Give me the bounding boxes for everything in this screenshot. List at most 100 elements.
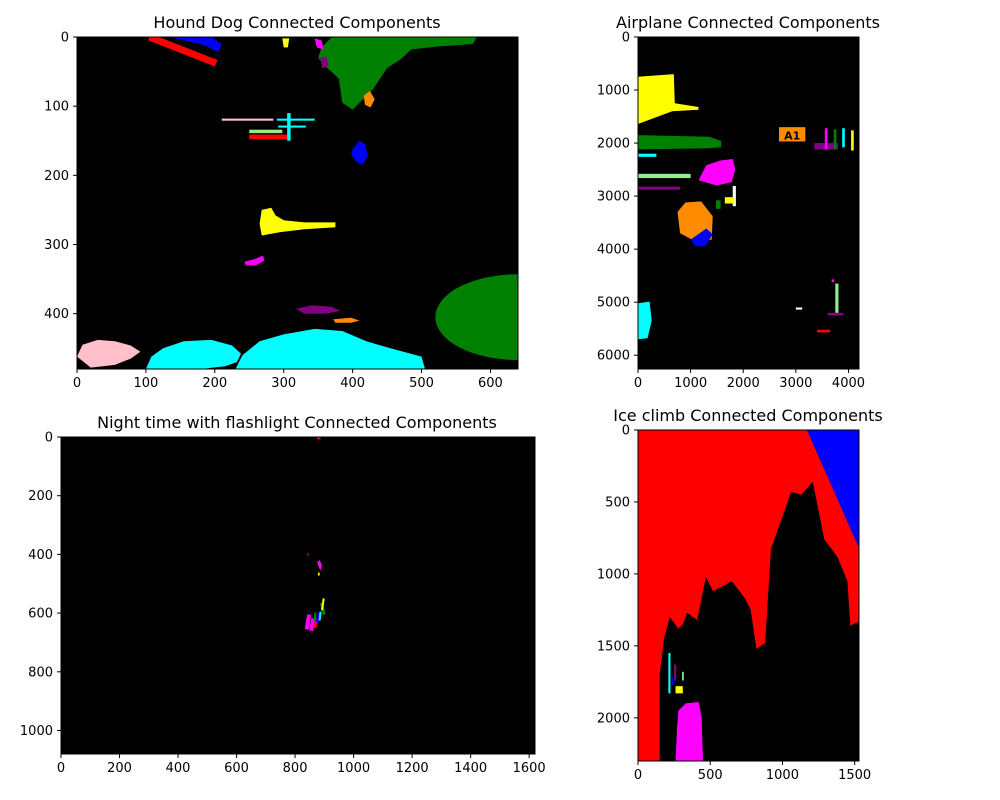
ice-climb-panel: 0 500 1000 1500 0 500 1000 1500 2000 Ice climb Co… bbox=[597, 406, 883, 783]
airplane-component-green bbox=[638, 135, 722, 150]
airplane-component-white bbox=[732, 186, 736, 207]
airplane-y-tick-label: 5000 bbox=[597, 296, 630, 311]
hound-component-yellow bbox=[282, 38, 290, 48]
airplane-components: A1 bbox=[638, 74, 854, 340]
airplane-component-white bbox=[795, 307, 803, 310]
night-x-tick-label: 1200 bbox=[396, 761, 429, 776]
night-component-cyan bbox=[318, 611, 322, 621]
airplane-axes-frame bbox=[637, 36, 860, 370]
ice-y-tick-label: 0 bbox=[622, 424, 630, 439]
airplane-x-tick-label: 2000 bbox=[727, 376, 760, 391]
airplane-y-tick-label: 2000 bbox=[597, 137, 630, 152]
airplane-component-purple bbox=[638, 186, 681, 190]
ice-x-tick-label: 1500 bbox=[838, 768, 871, 783]
ice-y-tick-label: 2000 bbox=[597, 711, 630, 726]
night-component-magenta bbox=[304, 614, 312, 630]
ice-component-lightgreen bbox=[682, 671, 684, 681]
hound-y-tick-label: 200 bbox=[44, 169, 69, 184]
airplane-y-tick-label: 3000 bbox=[597, 190, 630, 205]
night-title: Night time with flashlight Connected Com… bbox=[97, 413, 497, 432]
airplane-plot-area bbox=[638, 37, 859, 369]
night-x-tick-label: 1400 bbox=[454, 761, 487, 776]
airplane-component-orange bbox=[779, 127, 806, 142]
airplane-y-tick-label: 1000 bbox=[597, 84, 630, 99]
airplane-panel: A1 0 1000 2000 3000 4000 0 1000 2000 3000 4000 5000… bbox=[597, 13, 880, 391]
hound-y-tick-label: 0 bbox=[61, 31, 69, 46]
night-component-green bbox=[313, 612, 317, 622]
ice-component-purple bbox=[674, 664, 677, 681]
airplane-component-magenta bbox=[831, 279, 835, 283]
airplane-component-yellow bbox=[638, 74, 699, 124]
hound-component-lightgreen bbox=[249, 129, 283, 134]
ice-component-blue bbox=[671, 677, 674, 685]
airplane-y-tick-label: 4000 bbox=[597, 243, 630, 258]
hound-x-tick-label: 600 bbox=[478, 376, 503, 391]
hound-x-tick-label: 500 bbox=[409, 376, 434, 391]
airplane-x-tick-label: 4000 bbox=[832, 376, 865, 391]
hound-dog-panel: 0 100 200 300 400 500 600 0 100 200 300 400 Hound Do… bbox=[44, 13, 519, 391]
hound-component-cyan bbox=[276, 118, 315, 121]
hound-component-magenta bbox=[314, 38, 324, 50]
airplane-component-magenta bbox=[698, 159, 736, 186]
ice-axes-frame bbox=[637, 429, 860, 762]
hound-y-tick-label: 300 bbox=[44, 238, 69, 253]
night-x-tick-label: 400 bbox=[166, 761, 191, 776]
hound-component-green bbox=[318, 37, 477, 110]
airplane-component-green bbox=[715, 200, 721, 209]
ice-climb-title: Ice climb Connected Components bbox=[613, 406, 882, 425]
hound-component-orange bbox=[333, 317, 360, 323]
night-panel: 0 200 400 600 800 1000 1200 1400 1600 0 200 400 600 8… bbox=[20, 413, 546, 776]
night-y-tick-label: 800 bbox=[28, 665, 53, 680]
ice-components bbox=[638, 430, 859, 761]
night-y-tick-label: 200 bbox=[28, 489, 53, 504]
ice-component-red bbox=[638, 430, 859, 761]
airplane-title: Airplane Connected Components bbox=[616, 13, 880, 32]
hound-component-orange bbox=[363, 91, 375, 108]
ice-component-yellow bbox=[675, 686, 683, 694]
airplane-component-red bbox=[816, 329, 831, 333]
night-y-tick-label: 400 bbox=[28, 548, 53, 563]
hound-component-magenta bbox=[244, 255, 265, 266]
airplane-y-tick-label: 6000 bbox=[597, 349, 630, 364]
airplane-component-green bbox=[833, 129, 837, 150]
hound-x-tick-label: 300 bbox=[271, 376, 296, 391]
airplane-x-tick-label: 1000 bbox=[674, 376, 707, 391]
hound-component-pink bbox=[77, 339, 141, 368]
hound-component-purple bbox=[296, 305, 341, 314]
hound-component-cyan bbox=[145, 339, 241, 369]
night-component-yellow bbox=[321, 598, 325, 611]
night-component-magenta bbox=[317, 560, 322, 571]
ice-x-tick-label: 1000 bbox=[766, 768, 799, 783]
ice-x-tick-label: 0 bbox=[634, 768, 642, 783]
hound-dog-title: Hound Dog Connected Components bbox=[153, 13, 440, 32]
night-component-red bbox=[317, 437, 321, 440]
airplane-component-cyan bbox=[638, 301, 652, 340]
ice-component-magenta bbox=[675, 702, 703, 761]
hound-y-tick-label: 100 bbox=[44, 100, 69, 115]
night-x-tick-label: 200 bbox=[107, 761, 132, 776]
ice-x-tick-label: 500 bbox=[698, 768, 723, 783]
night-y-tick-label: 0 bbox=[45, 431, 53, 446]
airplane-component-cyan bbox=[842, 128, 845, 148]
airplane-x-tick-label: 0 bbox=[634, 376, 642, 391]
hound-component-blue bbox=[351, 140, 368, 165]
hound-component-blue bbox=[170, 37, 222, 53]
night-x-tick-label: 1600 bbox=[513, 761, 546, 776]
hound-component-yellow bbox=[259, 207, 336, 236]
night-component-yellow bbox=[317, 572, 320, 576]
night-y-tick-label: 600 bbox=[28, 607, 53, 622]
ice-component-blue bbox=[807, 430, 859, 548]
hound-x-tick-label: 0 bbox=[73, 376, 81, 391]
airplane-component-lightgreen bbox=[835, 283, 839, 316]
airplane-y-tick-label: 0 bbox=[622, 31, 630, 46]
airplane-annotation-label: A1 bbox=[784, 129, 800, 142]
night-x-tick-label: 1000 bbox=[337, 761, 370, 776]
hound-component-red bbox=[249, 134, 288, 140]
airplane-x-tick-label: 3000 bbox=[779, 376, 812, 391]
hound-component-red bbox=[148, 37, 218, 67]
airplane-component-blue bbox=[690, 228, 713, 247]
hound-x-tick-label: 100 bbox=[133, 376, 158, 391]
night-y-tick-label: 1000 bbox=[20, 724, 53, 739]
airplane-component-purple bbox=[827, 312, 844, 316]
airplane-component-yellow bbox=[724, 197, 735, 204]
